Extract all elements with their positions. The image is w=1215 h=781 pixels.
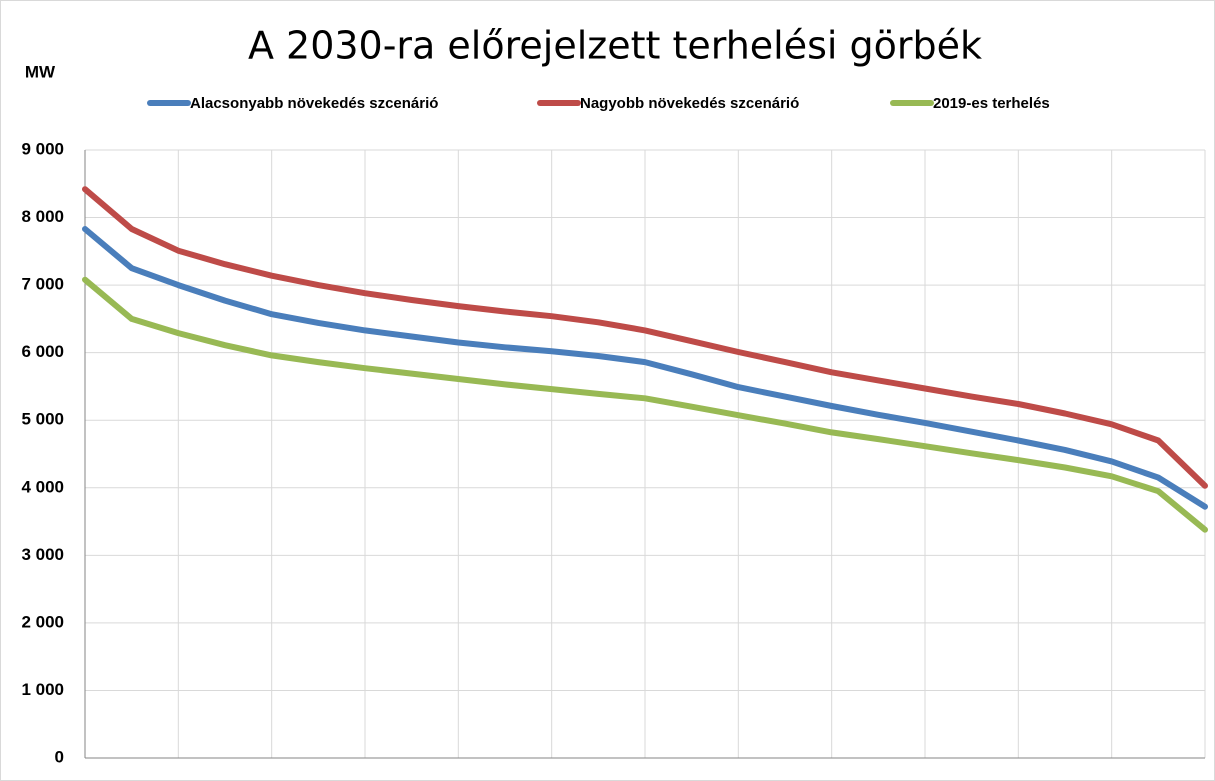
legend-label: Alacsonyabb növekedés szcenárió [190,95,438,112]
y-tick-label: 9 000 [21,139,64,158]
y-tick-label: 2 000 [21,612,64,631]
series-line [82,226,1208,510]
legend-label: 2019-es terhelés [933,95,1050,112]
y-tick-label: 6 000 [21,342,64,361]
chart-title: A 2030-ra előrejelzett terhelési görbék [248,24,982,68]
legend-label: Nagyobb növekedés szcenárió [580,95,799,112]
y-tick-label: 3 000 [21,545,64,564]
series-line [82,276,1208,533]
y-tick-label: 7 000 [21,275,64,294]
y-tick-label: 0 [55,747,64,766]
y-tick-label: 1 000 [21,680,64,699]
y-tick-label: 8 000 [21,207,64,226]
y-tick-label: 4 000 [21,477,64,496]
series-line [82,186,1208,489]
y-axis-label: MW [25,62,56,81]
y-tick-label: 5 000 [21,410,64,429]
